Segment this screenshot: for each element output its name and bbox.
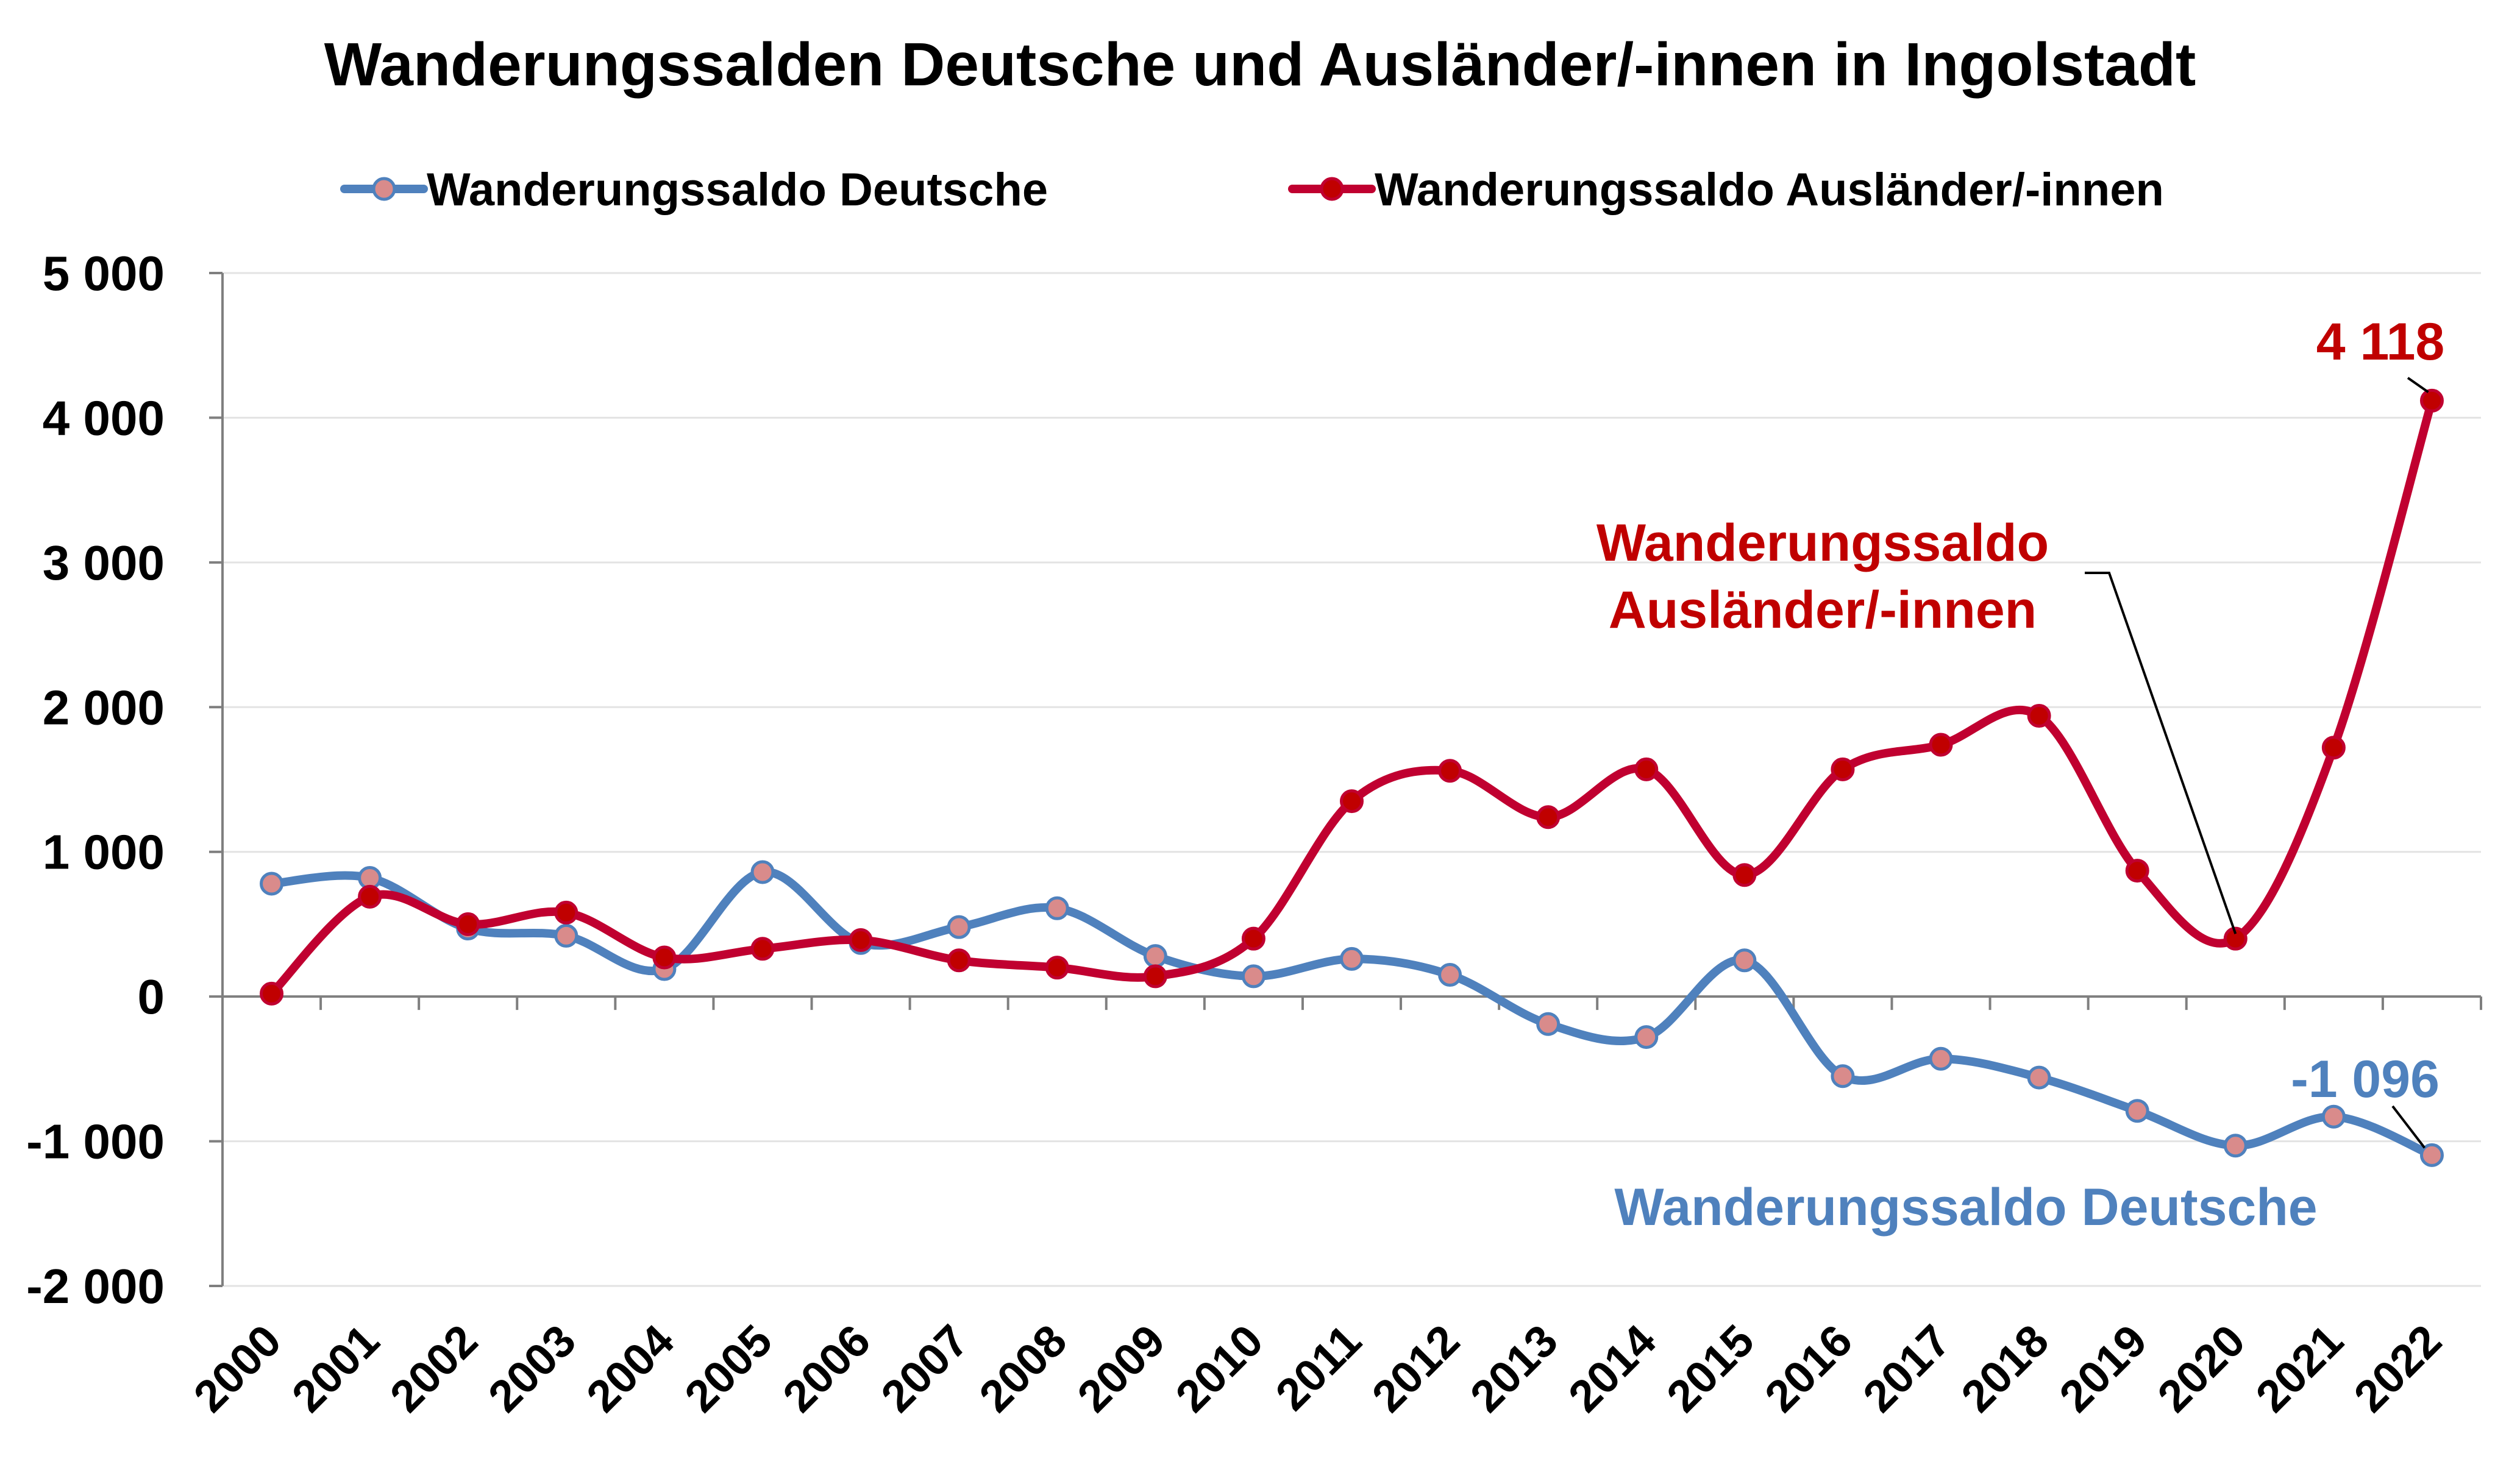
x-tick-label: 2019 [2049, 1315, 2156, 1422]
data-point [260, 981, 284, 1006]
x-tick-label: 2008 [969, 1315, 1076, 1422]
data-point [1340, 946, 1364, 971]
value-label-auslaender-2022: 4 118 [2316, 313, 2444, 371]
data-point [1143, 944, 1167, 968]
data-point [1045, 896, 1069, 920]
annotation-auslaender-line2: Ausländer/-innen [1609, 581, 2037, 639]
series-deutsche [260, 860, 2444, 1167]
data-point [1536, 1012, 1561, 1036]
data-point [2419, 1143, 2444, 1167]
data-point [947, 915, 971, 939]
data-point [1732, 948, 1757, 973]
x-tick-label: 2003 [479, 1315, 585, 1422]
data-point [2027, 1065, 2051, 1090]
x-tick-label: 2022 [2344, 1315, 2451, 1422]
data-point [1536, 805, 1561, 829]
x-tick-label: 2004 [577, 1315, 683, 1422]
legend-label: Wanderungssaldo Deutsche [427, 164, 1048, 216]
value-leader-auslaender [2407, 377, 2429, 394]
data-point [1929, 733, 1953, 757]
data-point [1831, 757, 1855, 781]
x-tick-label: 2013 [1461, 1315, 1567, 1422]
data-point [2125, 1099, 2149, 1123]
y-tick-label: 5 000 [43, 246, 165, 300]
series-group [260, 388, 2444, 1167]
legend-marker [1320, 177, 1344, 201]
data-point [1438, 759, 1462, 783]
data-point [1634, 1025, 1659, 1049]
x-tick-label: 2007 [871, 1315, 978, 1422]
legend-item: Wanderungssaldo Ausländer/-innen [1288, 164, 2164, 216]
data-point [1045, 956, 1069, 980]
x-tick-label: 2001 [282, 1315, 389, 1422]
x-tick-label: 2020 [2148, 1315, 2254, 1422]
x-tick-label: 2002 [380, 1315, 487, 1422]
annotation-auslaender-line1: Wanderungssaldo [1596, 514, 2049, 572]
data-point [2223, 926, 2248, 951]
data-point [2321, 1104, 2346, 1129]
data-point [1241, 964, 1265, 989]
x-tick-label: 2018 [1951, 1315, 2058, 1422]
x-tick-label: 2006 [773, 1315, 880, 1422]
data-point [1340, 789, 1364, 814]
y-tick-label: 4 000 [43, 391, 165, 445]
x-tick-label: 2016 [1755, 1315, 1862, 1422]
x-tick-label: 2000 [184, 1315, 291, 1422]
data-point [456, 912, 480, 936]
data-point [1634, 757, 1659, 781]
series-line [267, 396, 2436, 998]
x-tick-label: 2014 [1559, 1315, 1665, 1422]
x-tick-label: 2011 [1266, 1315, 1371, 1420]
data-point [849, 928, 873, 953]
data-point [947, 948, 971, 973]
data-point [2027, 704, 2051, 728]
y-tick-label: 0 [138, 970, 165, 1024]
y-tick-label: -2 000 [26, 1259, 165, 1313]
data-point [2223, 1134, 2248, 1158]
legend-item: Wanderungssaldo Deutsche [340, 164, 1048, 216]
data-point [1241, 926, 1265, 951]
chart-title: Wanderungssalden Deutsche und Ausländer/… [324, 30, 2196, 99]
data-point [2419, 388, 2444, 413]
data-point [750, 937, 775, 961]
value-label-deutsche-2022: -1 096 [2291, 1050, 2440, 1109]
data-point [1438, 963, 1462, 987]
series-line [267, 867, 2436, 1160]
x-tick-label: 2015 [1657, 1315, 1764, 1422]
data-point [2125, 859, 2149, 883]
x-tick-label: 2005 [675, 1315, 781, 1422]
gridlines [222, 272, 2481, 1287]
data-point [1831, 1064, 1855, 1088]
value-leader-deutsche [2391, 1105, 2426, 1149]
data-point [554, 900, 578, 925]
data-point [358, 884, 382, 909]
series-auslaender [260, 388, 2444, 1006]
y-tick-label: 1 000 [43, 825, 165, 879]
data-point [1929, 1046, 1953, 1071]
x-tick-label: 2010 [1166, 1315, 1273, 1422]
data-point [1143, 964, 1167, 989]
data-point [652, 945, 677, 970]
x-tick-label: 2021 [2246, 1315, 2353, 1422]
x-tick-label: 2009 [1068, 1315, 1175, 1422]
annotation-leader-auslaender [2085, 572, 2237, 934]
y-tick-label: 3 000 [43, 536, 165, 590]
annotation-deutsche: Wanderungssaldo Deutsche [1614, 1178, 2317, 1237]
x-tick-label: 2012 [1362, 1315, 1469, 1422]
y-tick-label: 2 000 [43, 680, 165, 734]
data-point [750, 860, 775, 884]
y-tick-label: -1 000 [26, 1115, 165, 1169]
legend-label: Wanderungssaldo Ausländer/-innen [1375, 164, 2164, 216]
x-tick-label: 2017 [1853, 1315, 1960, 1422]
data-point [2321, 736, 2346, 760]
y-axis: 5 000 4 000 3 000 2 000 1 000 0 -1 000 -2 000 [26, 246, 224, 1313]
annotations: Wanderungssaldo Ausländer/-innen Wanderu… [1596, 313, 2444, 1237]
legend-marker [372, 177, 396, 201]
data-point [554, 923, 578, 948]
data-point [1732, 863, 1757, 887]
legend: Wanderungssaldo Deutsche Wanderungssaldo … [340, 164, 2164, 216]
data-point [260, 872, 284, 896]
